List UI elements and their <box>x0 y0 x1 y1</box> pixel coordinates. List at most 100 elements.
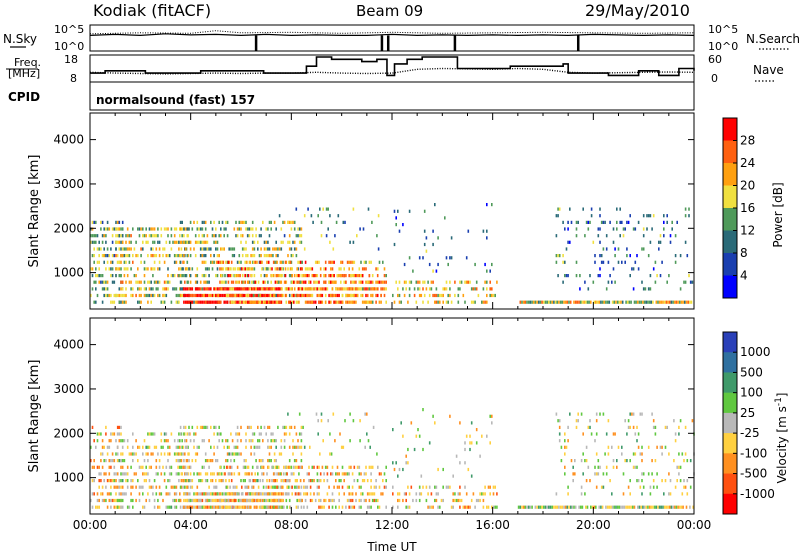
data-cell <box>263 247 266 251</box>
data-cell <box>237 472 240 476</box>
data-cell <box>555 254 558 258</box>
data-cell <box>121 459 124 463</box>
data-cell <box>641 492 643 496</box>
data-cell <box>98 465 100 469</box>
data-cell <box>175 492 178 496</box>
data-cell <box>600 485 603 489</box>
data-cell <box>95 240 97 244</box>
data-cell <box>216 432 219 436</box>
data-cell <box>248 280 251 284</box>
data-cell <box>656 485 658 489</box>
data-cell <box>235 498 237 503</box>
data-cell <box>251 293 253 298</box>
data-cell <box>373 287 376 291</box>
data-cell <box>348 492 350 496</box>
data-cell <box>366 280 369 284</box>
colorbar-tick-label: 4 <box>740 269 748 283</box>
data-cell <box>231 254 234 258</box>
data-cell <box>241 485 243 489</box>
data-cell <box>262 498 264 503</box>
data-cell <box>113 498 116 503</box>
data-cell <box>368 505 371 509</box>
data-cell <box>193 432 195 436</box>
data-cell <box>392 505 394 509</box>
data-cell <box>285 425 288 429</box>
data-cell <box>193 472 195 476</box>
data-cell <box>577 419 579 423</box>
data-cell <box>279 300 282 304</box>
data-cell <box>470 498 473 503</box>
data-cell <box>160 300 163 304</box>
data-cell <box>329 274 332 278</box>
data-cell <box>247 492 250 496</box>
data-cell <box>158 267 161 271</box>
data-cell <box>375 479 377 483</box>
data-cell <box>163 479 166 483</box>
data-cell <box>116 220 119 224</box>
data-cell <box>255 227 257 231</box>
data-cell <box>229 472 231 476</box>
data-cell <box>680 300 683 304</box>
data-cell <box>403 492 406 496</box>
data-cell <box>185 274 188 278</box>
data-cell <box>274 492 277 496</box>
data-cell <box>595 505 597 509</box>
data-cell <box>435 485 438 489</box>
data-cell <box>292 254 294 258</box>
data-cell <box>170 485 173 489</box>
data-cell <box>160 227 163 231</box>
data-cell <box>180 459 183 463</box>
data-cell <box>676 465 678 469</box>
data-cell <box>363 267 366 271</box>
data-cell <box>328 505 330 509</box>
data-cell <box>224 274 226 278</box>
data-cell <box>636 254 638 258</box>
data-cell <box>648 300 651 304</box>
data-cell <box>275 445 277 449</box>
data-cell <box>150 452 152 456</box>
data-cell <box>138 280 141 284</box>
data-cell <box>105 425 107 429</box>
data-cell <box>338 267 340 271</box>
data-cell <box>327 227 329 231</box>
data-cell <box>378 505 381 509</box>
data-cell <box>196 293 199 298</box>
data-cell <box>120 479 122 483</box>
data-cell <box>626 247 628 251</box>
data-cell <box>668 505 671 509</box>
data-cell <box>278 287 281 291</box>
data-cell <box>341 274 344 278</box>
data-cell <box>462 293 465 298</box>
data-cell <box>439 505 441 509</box>
data-cell <box>326 465 329 469</box>
data-cell <box>320 412 323 416</box>
data-cell <box>430 280 433 284</box>
data-cell <box>625 300 627 304</box>
data-cell <box>636 479 638 483</box>
data-cell <box>444 216 446 220</box>
data-cell <box>140 260 142 264</box>
data-cell <box>241 280 244 284</box>
colorbar-swatch <box>723 275 737 299</box>
data-cell <box>486 229 488 233</box>
data-cell <box>138 485 141 489</box>
data-cell <box>434 421 436 425</box>
data-cell <box>274 485 277 489</box>
data-cell <box>677 505 679 509</box>
data-cell <box>679 300 681 304</box>
data-cell <box>98 267 100 271</box>
data-cell <box>330 267 332 271</box>
data-cell <box>549 505 552 509</box>
data-cell <box>160 234 163 238</box>
data-cell <box>249 287 251 291</box>
data-cell <box>435 492 438 496</box>
data-cell <box>230 247 232 251</box>
data-cell <box>457 498 460 503</box>
data-cell <box>257 492 260 496</box>
data-cell <box>184 287 187 291</box>
data-cell <box>90 293 92 298</box>
data-cell <box>91 479 94 483</box>
data-cell <box>273 459 276 463</box>
data-cell <box>668 452 670 456</box>
data-cell <box>338 498 340 503</box>
